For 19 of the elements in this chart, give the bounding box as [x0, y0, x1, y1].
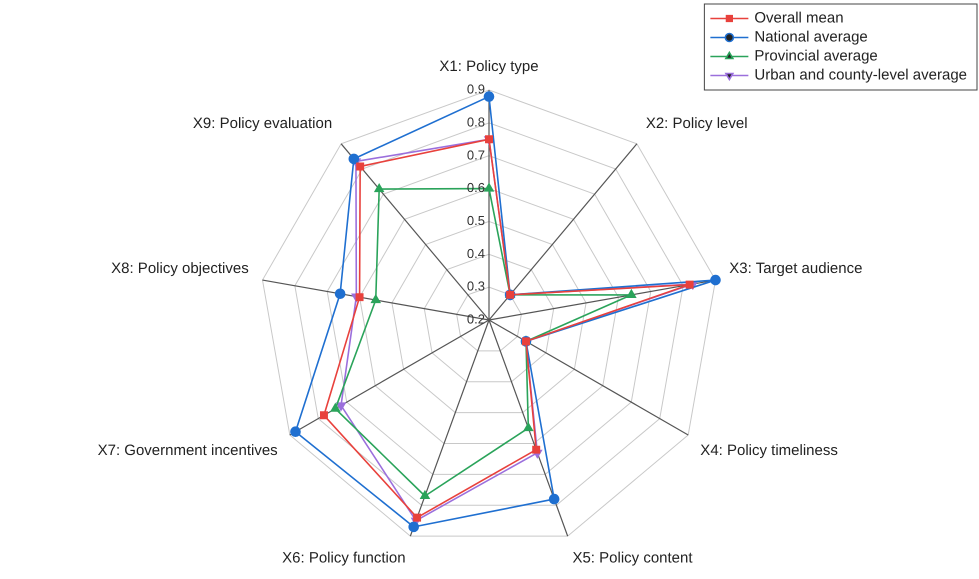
y-tick-label: 0.8 — [466, 114, 485, 130]
legend-label: Urban and county-level average — [754, 66, 968, 84]
spoke-label: X8: Policy objectives — [111, 260, 249, 277]
legend-label: Provincial average — [754, 48, 878, 65]
spoke-label: X1: Policy type — [439, 58, 539, 76]
y-tick-label: 0.3 — [466, 278, 485, 294]
legend-label: Overall mean — [754, 10, 844, 27]
y-tick-label: 0.7 — [466, 147, 485, 162]
y-tick-label: 0.9 — [466, 82, 485, 97]
y-tick-label: 0.5 — [466, 213, 485, 228]
spoke-label: X9: Policy evaluation — [192, 115, 332, 132]
spoke-label: X5: Policy content — [572, 549, 694, 566]
spoke-label: X7: Government incentives — [98, 442, 278, 460]
spoke-label: X4: Policy timeliness — [700, 442, 838, 460]
legend-label: National average — [754, 28, 868, 46]
spoke-label: X2: Policy level — [646, 115, 748, 132]
y-tick-label: 0.4 — [466, 246, 485, 261]
spoke-label: X6: Policy function — [282, 549, 406, 566]
spoke-label: X3: Target audience — [729, 260, 862, 277]
